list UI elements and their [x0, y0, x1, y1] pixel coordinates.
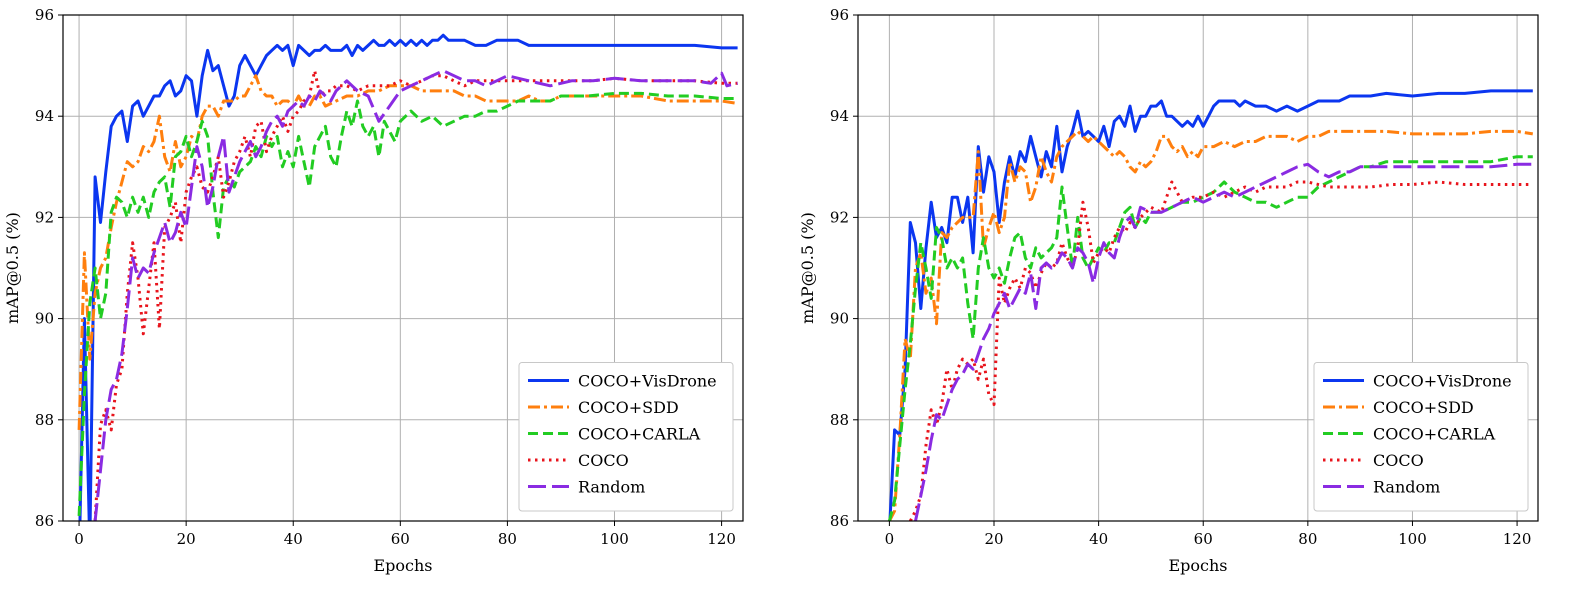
legend-label: Random — [1373, 478, 1440, 497]
y-tick-label: 92 — [35, 208, 54, 226]
plot-frame — [857, 14, 1539, 522]
y-tick-label: 96 — [830, 6, 849, 24]
x-tick-label: 120 — [707, 530, 736, 548]
y-tick-label: 96 — [35, 6, 54, 24]
x-axis-label: Epochs — [1168, 556, 1227, 575]
series-group — [887, 89, 1534, 521]
legend-label: COCO+SDD — [1373, 398, 1474, 417]
y-tick-label: 92 — [830, 208, 849, 226]
series-line-random — [914, 162, 1533, 521]
legend-label: COCO+SDD — [578, 398, 679, 417]
x-tick-label: 0 — [885, 530, 895, 548]
x-tick-label: 100 — [600, 530, 629, 548]
chart-right: 0 20 40 60 80 100 120 86 88 90 92 94 96 Epochs mAP@0.5… — [798, 6, 1539, 575]
legend: COCO+VisDrone COCO+SDD COCO+CARLA COCO Rando… — [1313, 362, 1529, 512]
x-tick-label: 80 — [1298, 530, 1317, 548]
y-tick-label: 94 — [35, 107, 54, 125]
x-tick-label: 40 — [1089, 530, 1108, 548]
y-tick-label: 86 — [35, 512, 54, 530]
legend-box — [518, 362, 734, 512]
x-tick-label: 20 — [177, 530, 196, 548]
legend-label: COCO+CARLA — [1373, 425, 1496, 444]
y-axis-label: mAP@0.5 (%) — [3, 212, 22, 324]
x-tick-label: 60 — [1194, 530, 1213, 548]
y-tick-label: 88 — [35, 411, 54, 429]
plot-frame — [62, 14, 744, 522]
y-axis-label: mAP@0.5 (%) — [798, 212, 817, 324]
x-tick-label: 80 — [498, 530, 517, 548]
legend-label: COCO — [1373, 451, 1424, 470]
legend-label: COCO+CARLA — [578, 425, 701, 444]
series-group — [77, 33, 738, 521]
x-tick-label: 20 — [984, 530, 1003, 548]
chart-left: 0 20 40 60 80 100 120 86 88 90 92 94 96 Epochs mAP@0.5… — [3, 6, 744, 575]
series-line-coco — [908, 180, 1533, 521]
legend-label: COCO — [578, 451, 629, 470]
series-line-random — [93, 69, 738, 521]
y-tick-label: 94 — [830, 107, 849, 125]
series-line-coco-visdrone — [888, 89, 1533, 521]
x-tick-label: 120 — [1503, 530, 1532, 548]
x-tick-label: 40 — [284, 530, 303, 548]
x-tick-label: 0 — [74, 530, 84, 548]
legend: COCO+VisDrone COCO+SDD COCO+CARLA COCO Rando… — [518, 362, 734, 512]
series-line-coco-carla — [77, 91, 738, 516]
y-tick-label: 88 — [830, 411, 849, 429]
y-tick-label: 90 — [35, 310, 54, 328]
legend-label: Random — [578, 478, 645, 497]
x-tick-label: 100 — [1398, 530, 1427, 548]
legend-label: COCO+VisDrone — [1373, 372, 1512, 391]
x-axis-label: Epochs — [373, 556, 432, 575]
series-line-coco-visdrone — [78, 33, 738, 521]
x-tick-label: 60 — [391, 530, 410, 548]
legend-label: COCO+VisDrone — [578, 372, 717, 391]
legend-box — [1313, 362, 1529, 512]
series-line-coco-sdd — [77, 74, 738, 430]
series-line-coco-sdd — [888, 129, 1534, 521]
y-tick-label: 90 — [830, 310, 849, 328]
y-tick-label: 86 — [830, 512, 849, 530]
